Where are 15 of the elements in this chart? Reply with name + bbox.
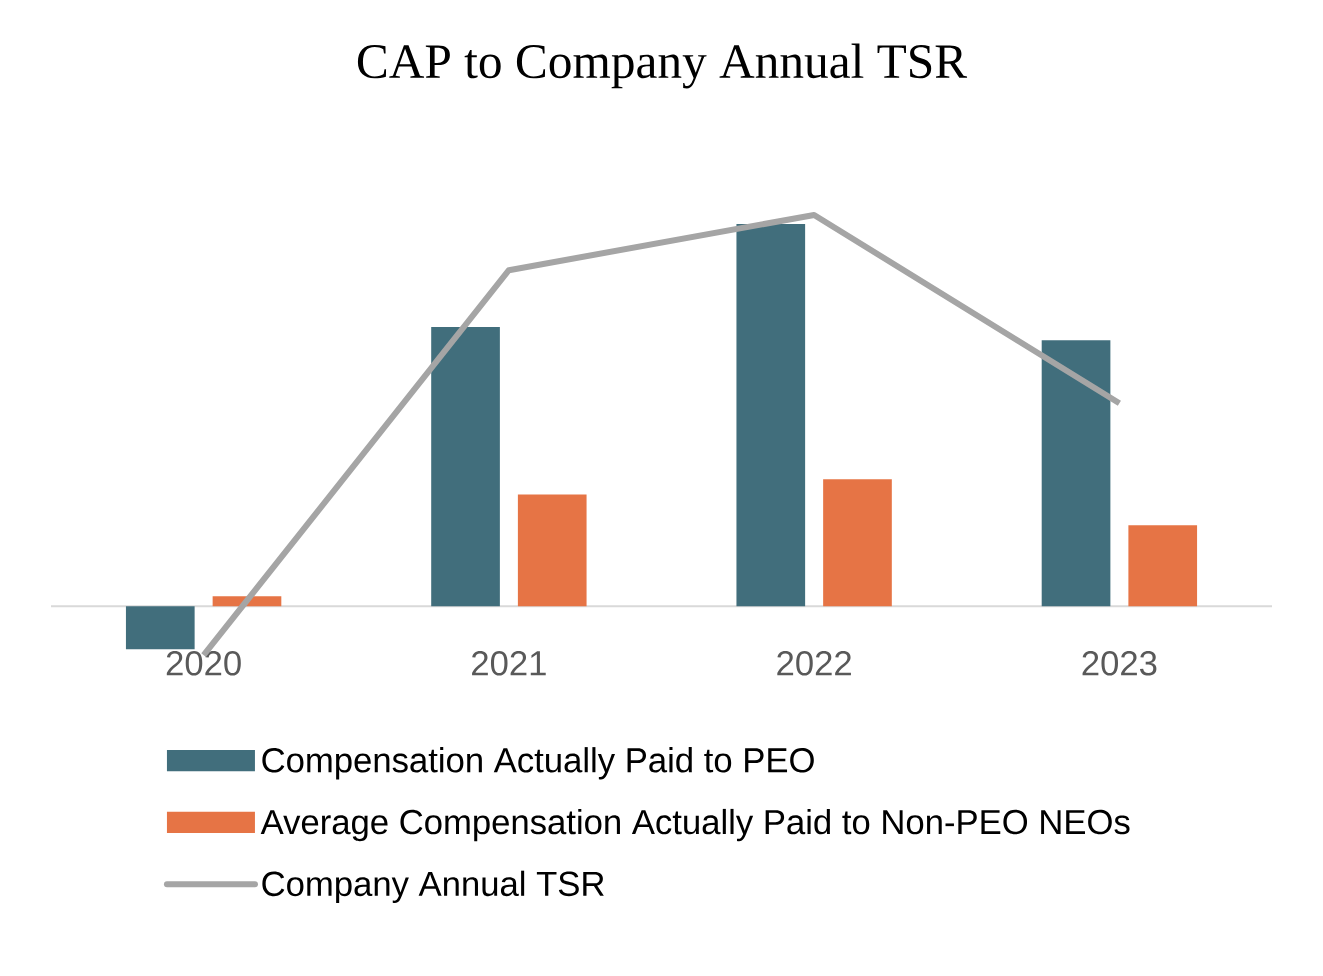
bar [1128,525,1198,607]
bar [736,224,806,607]
x-tick-label: 2020 [166,651,241,676]
bar [823,479,892,607]
legend-label: Average Compensation Actually Paid to Non-PEO NEOs [260,808,1130,842]
legend-label: Compensation Actually Paid to PEO [262,747,814,780]
x-tick-label: 2021 [472,651,546,676]
legend-label: Company Annual TSR [262,870,604,903]
bar [431,326,500,607]
bar [1041,340,1111,607]
chart-title: CAP to Company Annual TSR [357,43,968,89]
bar [125,606,195,650]
x-tick-label: 2023 [1082,651,1157,676]
x-tick-label: 2022 [777,651,851,676]
bar [517,494,587,607]
